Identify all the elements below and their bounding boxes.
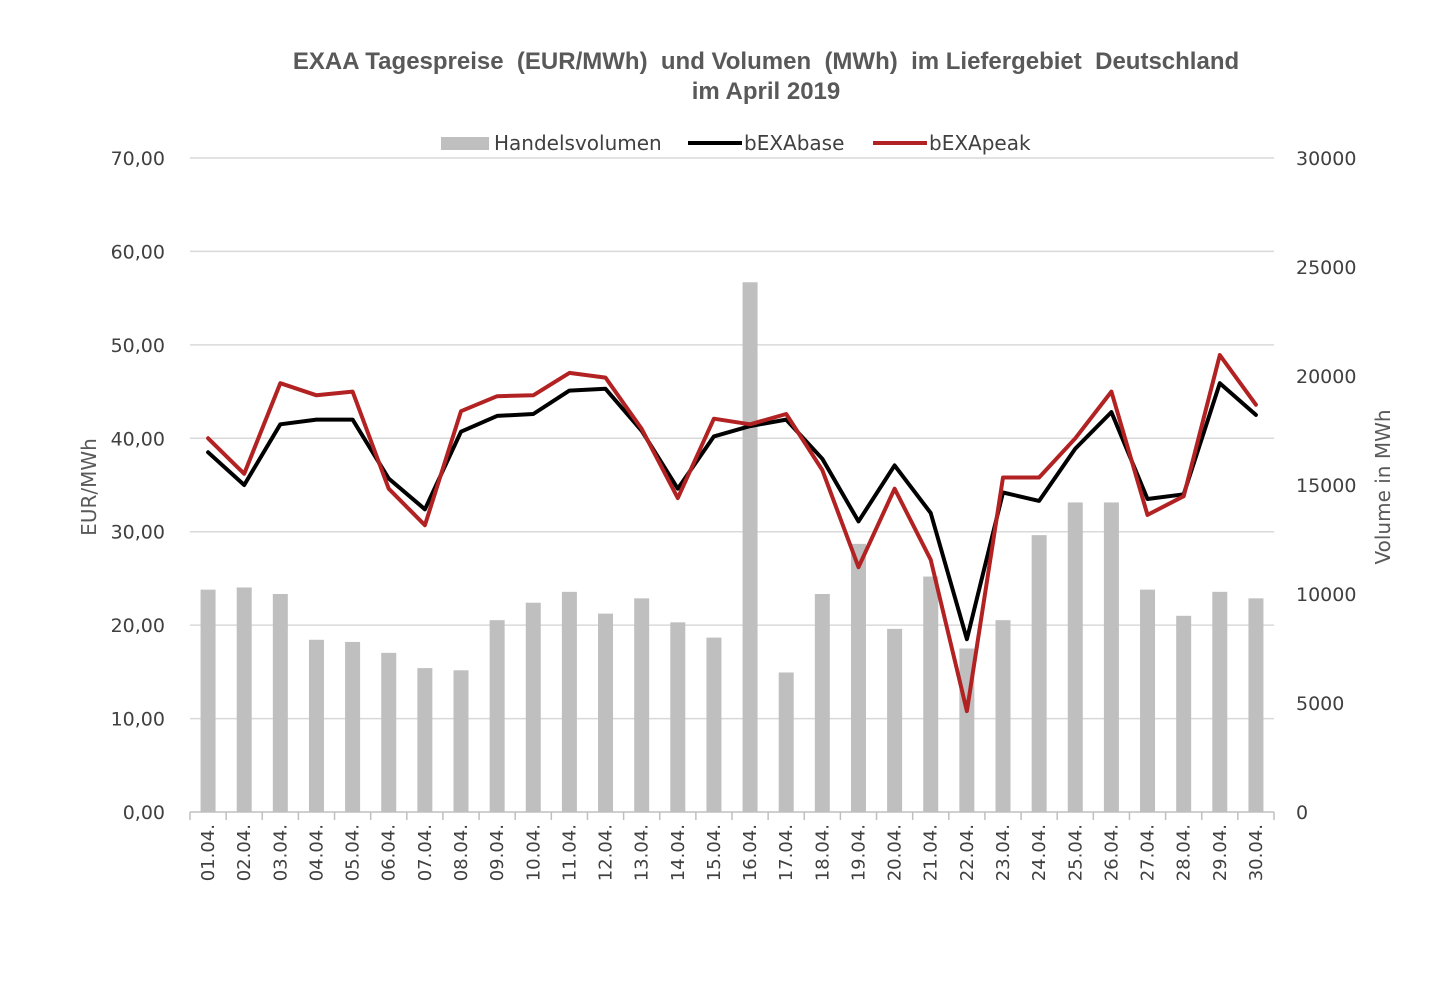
y-tick-right: 10000 (1296, 584, 1356, 606)
y-tick-right: 0 (1296, 802, 1308, 824)
x-tick-label: 25.04. (1065, 824, 1086, 881)
x-tick-label: 23.04. (993, 824, 1014, 881)
volume-bar (561, 591, 577, 812)
x-tick-label: 18.04. (812, 824, 833, 881)
x-tick-label: 24.04. (1029, 824, 1050, 881)
x-tick-label: 02.04. (234, 824, 255, 881)
volume-bar (1103, 502, 1119, 812)
legend-label: bEXAbase (744, 131, 844, 155)
volume-bar (670, 622, 686, 812)
x-tick-label: 30.04. (1246, 824, 1267, 881)
y-tick-left: 20,00 (111, 615, 165, 637)
y-tick-left: 50,00 (111, 335, 165, 357)
volume-bar (706, 637, 722, 812)
y-tick-right: 30000 (1296, 148, 1356, 170)
y-tick-left: 30,00 (111, 522, 165, 544)
x-tick-label: 16.04. (740, 824, 761, 881)
chart-title-line2: im April 2019 (692, 78, 841, 105)
y-tick-left: 10,00 (111, 709, 165, 731)
legend-label: bEXApeak (929, 131, 1031, 155)
y-tick-right: 20000 (1296, 366, 1356, 388)
volume-bar (742, 282, 758, 812)
x-tick-label: 28.04. (1174, 824, 1195, 881)
series-line-bexapeak (206, 353, 1258, 714)
volume-bar (1212, 591, 1228, 812)
volume-bar (778, 672, 794, 812)
x-tick-label: 14.04. (668, 824, 689, 881)
volume-bar (236, 587, 252, 812)
volume-bar (308, 639, 324, 812)
volume-bar (453, 670, 469, 812)
x-tick-label: 10.04. (523, 824, 544, 881)
volume-bar (887, 628, 903, 812)
volume-bars (200, 282, 1264, 812)
volume-bar (417, 668, 433, 812)
volume-bar (1248, 598, 1264, 812)
volume-bar (814, 594, 830, 812)
x-tick-label: 08.04. (451, 824, 472, 881)
volume-bar (923, 576, 939, 812)
legend-swatch-bar (441, 137, 489, 150)
x-tick-label: 11.04. (559, 824, 580, 881)
x-tick-label: 03.04. (270, 824, 291, 881)
y-tick-right: 25000 (1296, 257, 1356, 279)
x-tick-label: 15.04. (704, 824, 725, 881)
price-lines (206, 353, 1258, 714)
x-tick-label: 07.04. (415, 824, 436, 881)
y-tick-left: 0,00 (123, 802, 165, 824)
y-tick-left: 40,00 (111, 428, 165, 450)
volume-bar (272, 594, 288, 812)
volume-bar (489, 620, 505, 812)
volume-bar (1031, 535, 1047, 812)
x-tick-label: 21.04. (921, 824, 942, 881)
y-tick-left: 60,00 (111, 241, 165, 263)
x-tick-label: 06.04. (379, 824, 400, 881)
legend-label: Handelsvolumen (494, 131, 662, 155)
chart-title-line1: EXAA Tagespreise (EUR/MWh) und Volumen (… (293, 48, 1239, 75)
volume-bar (1176, 615, 1192, 812)
y-tick-right: 5000 (1296, 693, 1344, 715)
x-tick-label: 04.04. (306, 824, 327, 881)
volume-bar (598, 613, 614, 812)
x-tick-label: 17.04. (776, 824, 797, 881)
y-tick-left: 70,00 (111, 148, 165, 170)
x-tick-label: 09.04. (487, 824, 508, 881)
volume-bar (1140, 589, 1156, 812)
volume-bar (381, 652, 397, 812)
x-tick-label: 12.04. (596, 824, 617, 881)
volume-bar (525, 602, 541, 812)
x-tick-label: 26.04. (1101, 824, 1122, 881)
y-axis-left-label: EUR/MWh (77, 438, 101, 536)
x-tick-label: 20.04. (885, 824, 906, 881)
y-axis-right-label: Volume in MWh (1371, 409, 1395, 564)
x-tick-label: 27.04. (1138, 824, 1159, 881)
volume-bar (1067, 502, 1083, 812)
volume-bar (995, 620, 1011, 812)
legend: Handelsvolumen bEXAbase bEXApeak (441, 131, 1031, 155)
volume-bar (345, 641, 361, 812)
x-tick-label: 13.04. (632, 824, 653, 881)
y-tick-right: 15000 (1296, 475, 1356, 497)
volume-bar (200, 589, 216, 812)
x-tick-label: 19.04. (848, 824, 869, 881)
x-tick-label: 01.04. (198, 824, 219, 881)
x-tick-label: 29.04. (1210, 824, 1231, 881)
volume-bar (850, 543, 866, 812)
x-tick-label: 05.04. (343, 824, 364, 881)
axes: 0,00 10,00 20,00 30,00 40,00 50,00 60,00 70,00 0… (111, 148, 1357, 881)
volume-bar (634, 598, 650, 812)
x-tick-label: 22.04. (957, 824, 978, 881)
